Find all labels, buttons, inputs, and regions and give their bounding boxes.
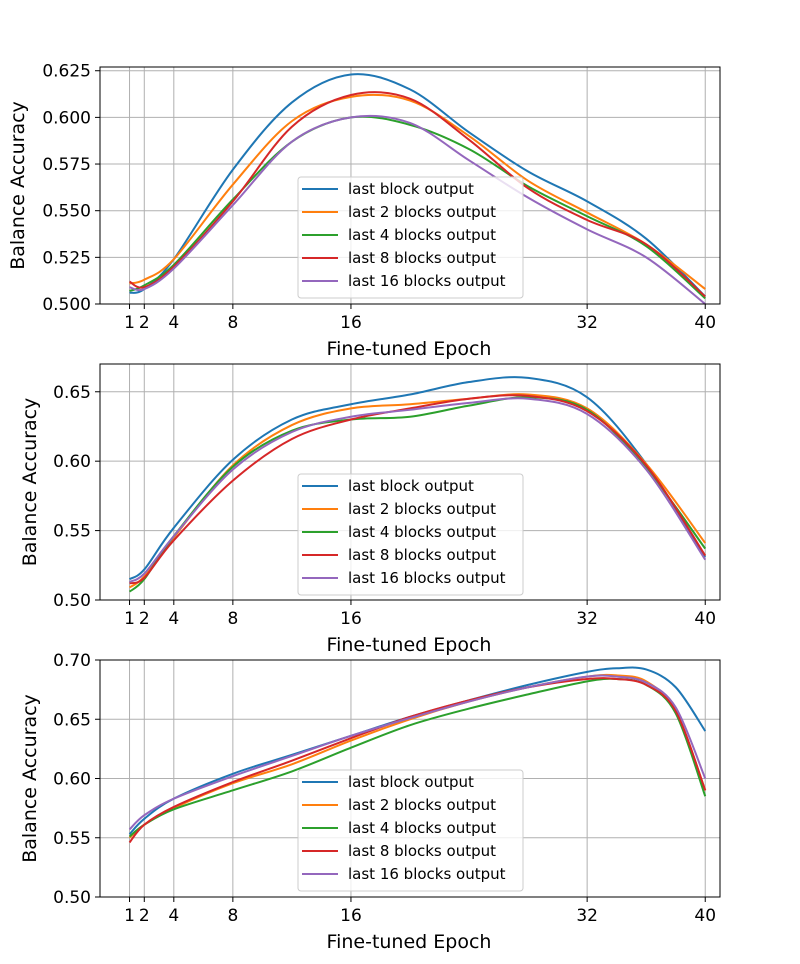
legend-label-2: last 2 blocks output — [348, 500, 496, 518]
x-tick-label: 32 — [576, 313, 598, 333]
x-tick-label: 2 — [139, 906, 150, 926]
y-tick-label: 0.525 — [42, 248, 91, 268]
y-tick-label: 0.60 — [53, 452, 91, 472]
legend-label-5: last 16 blocks output — [348, 569, 506, 587]
x-tick-label: 16 — [340, 609, 362, 629]
x-tick-label: 16 — [340, 906, 362, 926]
y-axis-label: Balance Accuracy — [19, 694, 41, 863]
legend-label-2: last 2 blocks output — [348, 796, 496, 814]
chart-panel-1: 1 2 4 8 16 32 40 0.500 0.525 0.550 0.575 0.600 0.625… — [7, 62, 721, 360]
y-tick-label: 0.50 — [53, 591, 91, 611]
legend-label-1: last block output — [348, 477, 474, 495]
y-tick-label: 0.60 — [53, 770, 91, 790]
legend-label-3: last 4 blocks output — [348, 523, 496, 541]
series-lines — [128, 666, 707, 844]
series-line-1 — [128, 376, 707, 581]
y-tick-label: 0.575 — [42, 155, 91, 175]
chart-panel-2: 1 2 4 8 16 32 40 0.50 0.55 0.60 0.65 Fine-tuned Epo… — [19, 363, 721, 656]
legend: last block output last 2 blocks output las… — [297, 473, 524, 596]
y-tick-label: 0.65 — [53, 710, 91, 730]
legend-label-5: last 16 blocks output — [348, 272, 506, 290]
y-axis-label: Balance Accuracy — [19, 398, 41, 567]
legend: last block output last 2 blocks output las… — [297, 769, 524, 892]
y-tick-label: 0.625 — [42, 62, 91, 82]
x-tick-label: 1 — [124, 609, 135, 629]
series-line-4 — [129, 91, 706, 298]
y-tick-label: 0.50 — [53, 888, 91, 908]
y-tick-label: 0.65 — [53, 383, 91, 403]
x-tick-label: 2 — [139, 313, 150, 333]
x-tick-label: 1 — [124, 313, 135, 333]
x-tick-label: 16 — [340, 313, 362, 333]
x-axis-label: Fine-tuned Epoch — [327, 338, 492, 360]
legend-box — [297, 769, 524, 892]
y-tick-label: 0.500 — [42, 295, 91, 315]
legend-label-2: last 2 blocks output — [348, 203, 496, 221]
series-lines — [129, 73, 706, 304]
legend-label-4: last 8 blocks output — [348, 546, 496, 564]
x-axis-label: Fine-tuned Epoch — [327, 634, 492, 656]
y-tick-label: 0.600 — [42, 108, 91, 128]
x-tick-label: 4 — [168, 906, 179, 926]
x-tick-label: 40 — [694, 313, 716, 333]
x-tick-label: 40 — [694, 609, 716, 629]
legend-box — [297, 473, 524, 596]
series-line-3 — [129, 115, 706, 300]
legend-label-4: last 8 blocks output — [348, 249, 496, 267]
x-tick-label: 32 — [576, 609, 598, 629]
legend-label-3: last 4 blocks output — [348, 226, 496, 244]
x-tick-label: 8 — [227, 906, 238, 926]
y-tick-label: 0.55 — [53, 522, 91, 542]
x-tick-label: 32 — [576, 906, 598, 926]
series-line-5 — [128, 674, 707, 831]
x-tick-label: 40 — [694, 906, 716, 926]
plot-frame — [99, 363, 721, 601]
plot-frame — [99, 66, 721, 305]
series-line-2 — [129, 93, 706, 290]
legend-label-4: last 8 blocks output — [348, 842, 496, 860]
series-lines — [128, 376, 707, 593]
x-tick-label: 2 — [139, 609, 150, 629]
y-tick-label: 0.70 — [53, 651, 91, 671]
legend-label-1: last block output — [348, 180, 474, 198]
legend: last block output last 2 blocks output las… — [297, 176, 524, 299]
y-tick-label: 0.55 — [53, 829, 91, 849]
y-axis-label: Balance Accuracy — [7, 101, 29, 270]
legend-label-1: last block output — [348, 773, 474, 791]
y-tick-label: 0.550 — [42, 202, 91, 222]
x-tick-label: 4 — [168, 609, 179, 629]
x-tick-label: 1 — [124, 906, 135, 926]
legend-label-5: last 16 blocks output — [348, 865, 506, 883]
legend-label-3: last 4 blocks output — [348, 819, 496, 837]
x-tick-label: 4 — [168, 313, 179, 333]
x-tick-label: 8 — [227, 609, 238, 629]
x-tick-label: 8 — [227, 313, 238, 333]
series-line-5 — [129, 114, 706, 304]
series-line-5 — [129, 397, 707, 583]
chart-panel-3: 1 2 4 8 16 32 40 0.50 0.55 0.60 0.65 0.70 Fine-tuned… — [19, 651, 721, 953]
x-axis-label: Fine-tuned Epoch — [327, 931, 492, 953]
series-line-4 — [128, 677, 707, 844]
legend-box — [297, 176, 524, 299]
